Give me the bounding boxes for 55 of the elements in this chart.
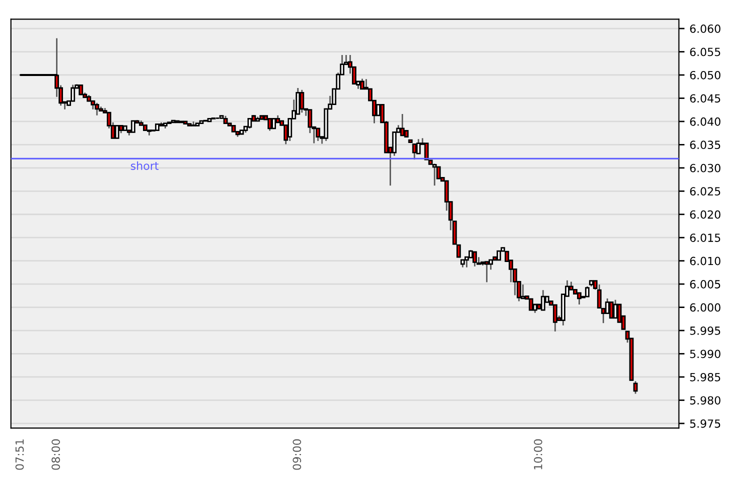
y-tick-label: 6.035: [690, 140, 720, 150]
candlestick: [392, 131, 397, 157]
candlestick: [472, 251, 477, 268]
candlestick: [613, 299, 618, 319]
candlestick: [609, 301, 614, 319]
y-tick-label: 6.005: [690, 280, 720, 288]
y-tick-label: 6.045: [690, 94, 720, 103]
y-tick-label: 6.040: [690, 117, 720, 126]
candlestick: [94, 102, 100, 116]
y-tick-label: 6.015: [690, 234, 720, 242]
y-tick-label: 6.060: [690, 24, 720, 33]
candlestick: [633, 380, 638, 394]
ref-line-label: short: [130, 161, 159, 170]
candlestick: [316, 128, 320, 142]
candlestick: [272, 118, 276, 130]
candlestick: [432, 163, 437, 186]
y-tick-label: 6.025: [690, 187, 720, 196]
y-tick-label: 5.985: [690, 372, 720, 382]
x-tick-label: 10:00: [534, 439, 542, 470]
candlestick: [552, 304, 558, 332]
candlestick: [70, 84, 76, 102]
candlestick: [488, 259, 494, 270]
y-tick-label: 5.995: [690, 326, 720, 335]
x-tick-label: 08:00: [52, 439, 60, 470]
y-tick-label: 6.030: [690, 164, 720, 172]
candlestick: [412, 144, 417, 160]
candlestick: [436, 166, 441, 180]
candlestick: [528, 298, 534, 311]
candlestick: [605, 298, 610, 314]
candlestick: [424, 142, 429, 160]
candlestick: [577, 292, 582, 306]
y-tick-label: 6.010: [690, 256, 720, 266]
candlestick: [540, 289, 546, 311]
y-tick-label: 5.990: [690, 350, 720, 358]
x-tick-label: 09:00: [292, 439, 302, 470]
candlestick: [400, 113, 405, 136]
y-tick-label: 5.980: [690, 396, 720, 405]
x-tick-label: 07:51: [15, 440, 24, 470]
candlestick: [308, 109, 312, 134]
candlestick: [130, 120, 136, 133]
y-tick-label: 6.000: [690, 303, 720, 312]
y-tick-label: 6.020: [690, 210, 720, 219]
candlestick: [268, 118, 272, 132]
y-tick-label: 6.050: [690, 70, 720, 80]
candlestick: [114, 124, 120, 139]
y-tick-label: 6.055: [690, 48, 720, 56]
candlestick: [416, 138, 421, 154]
candlestick: [247, 118, 252, 130]
candlestick: [484, 261, 489, 283]
candlestick: [520, 284, 526, 300]
candlestick: [585, 286, 590, 298]
candlestick: [78, 84, 84, 96]
candlestick: [300, 89, 304, 114]
candlestick: [360, 78, 364, 90]
y-tick-label: 5.975: [690, 419, 720, 428]
